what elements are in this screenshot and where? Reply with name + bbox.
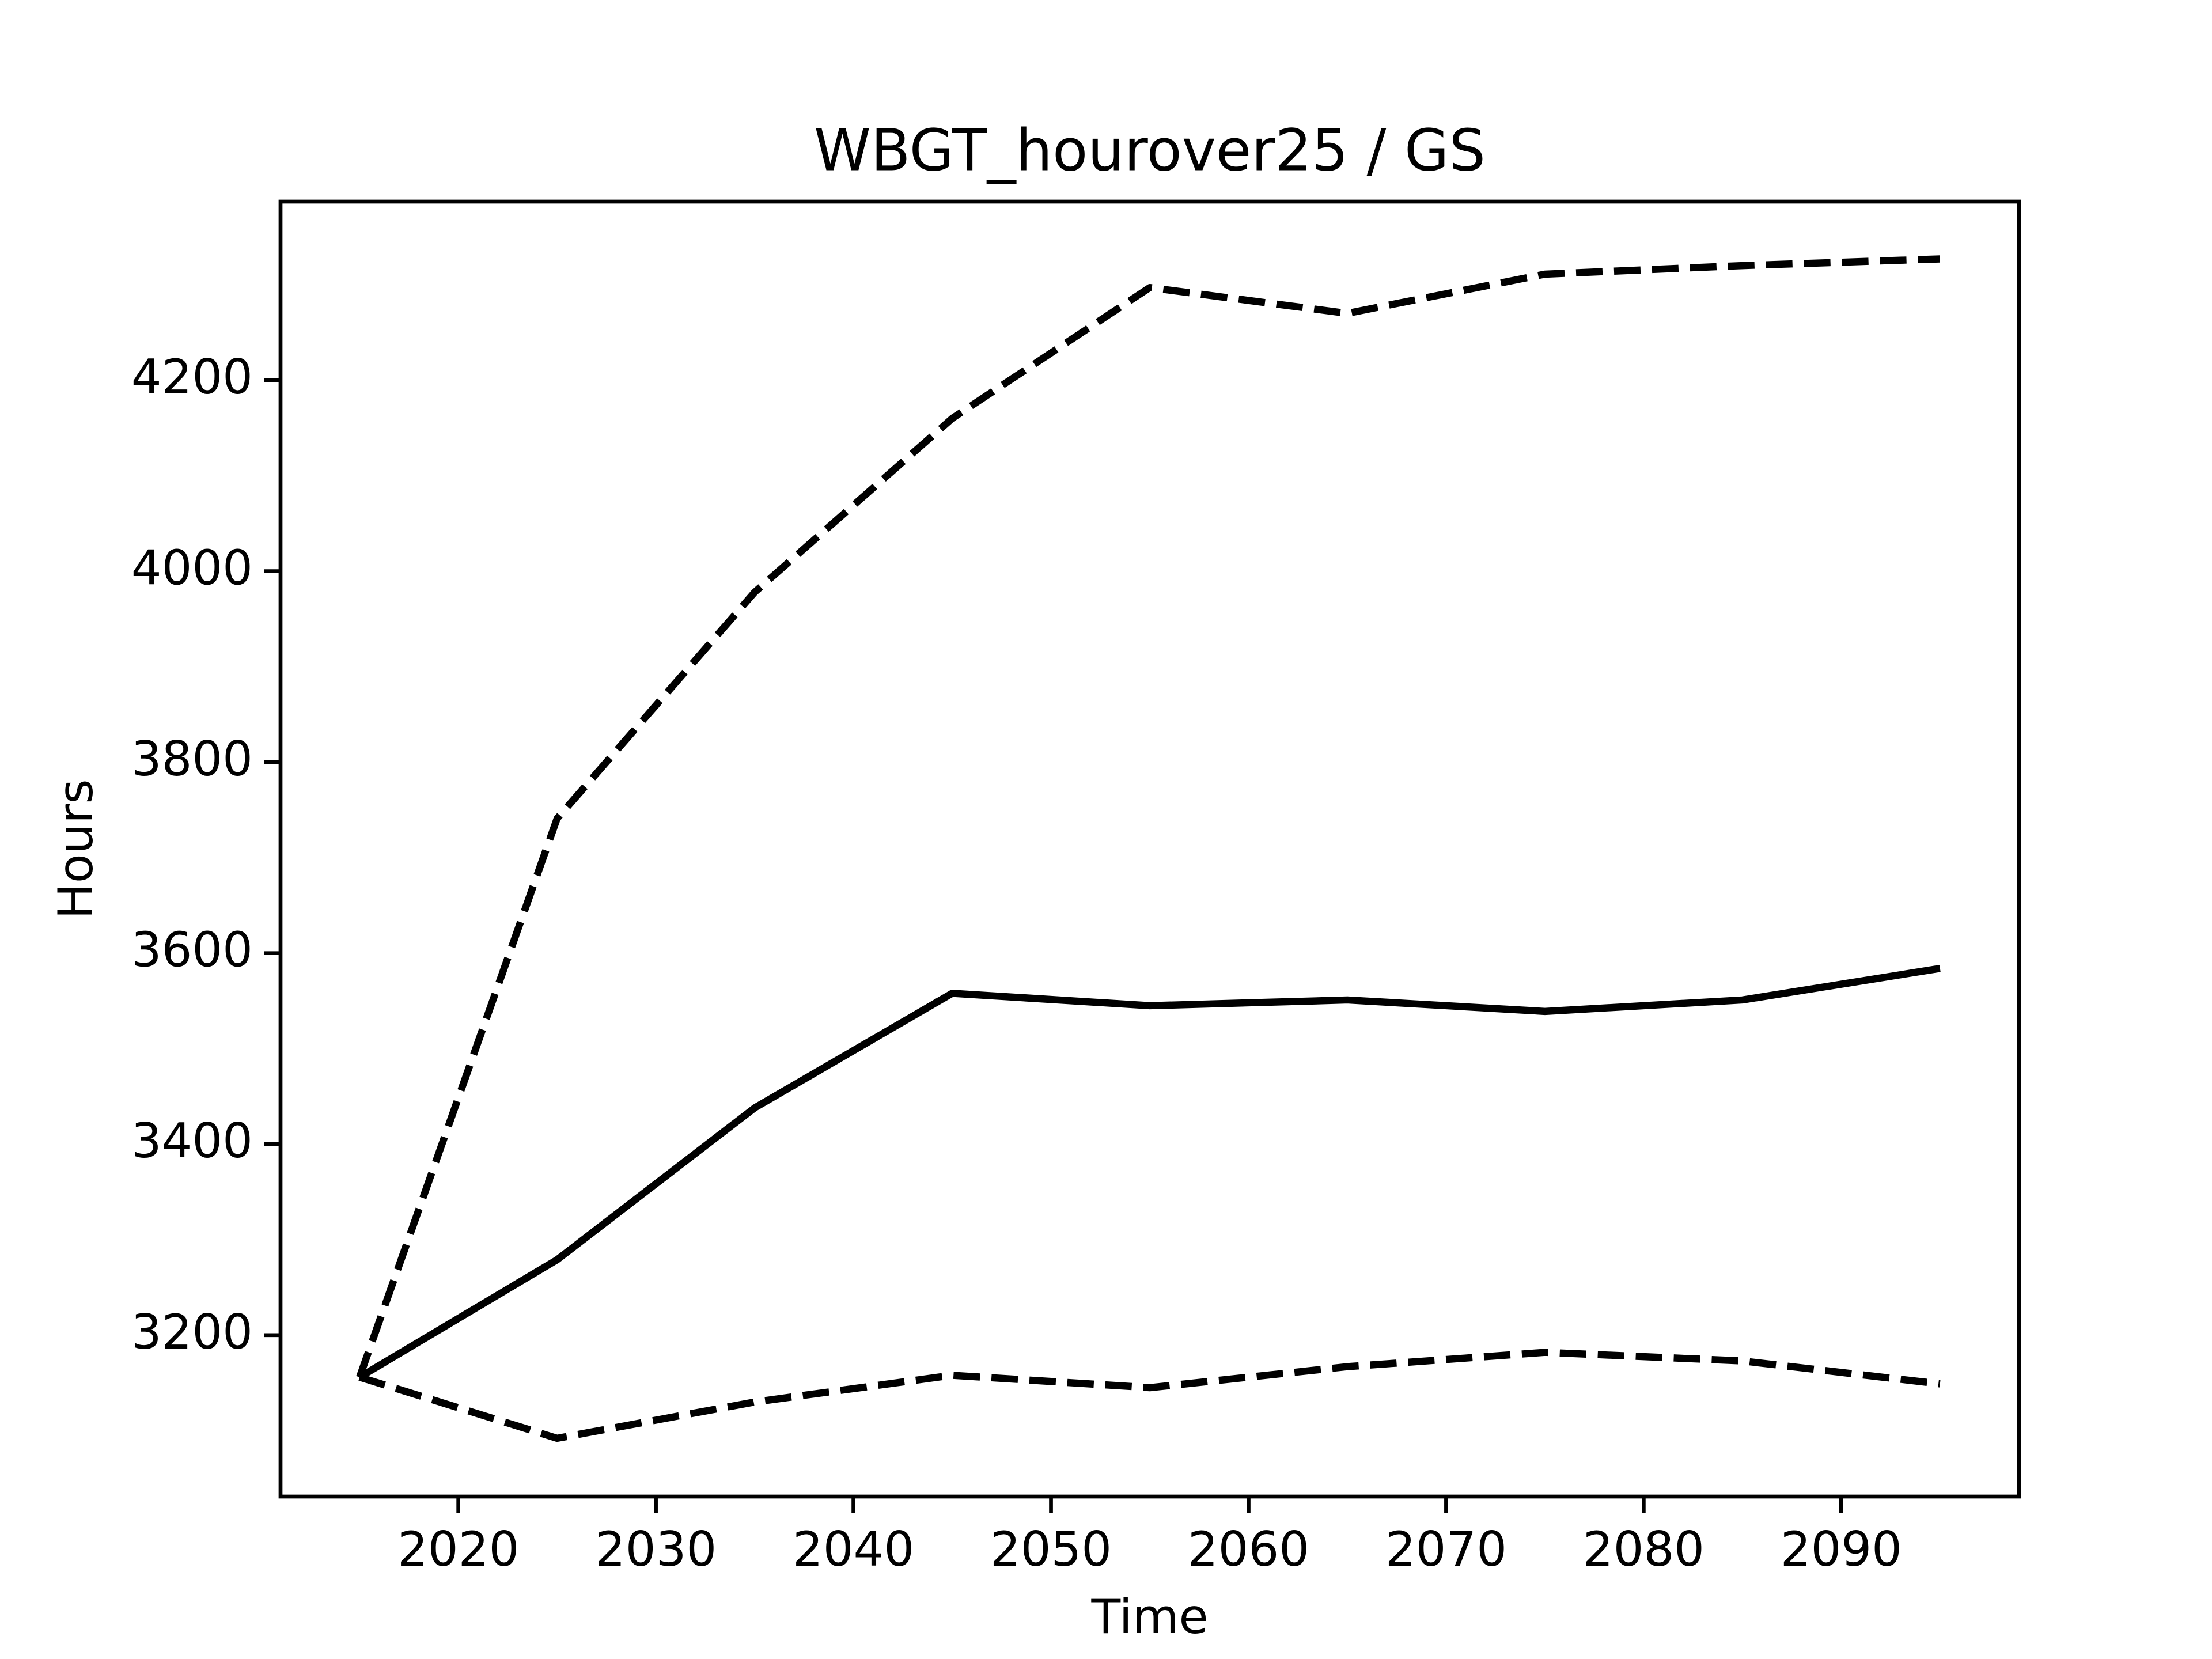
x-tick-label: 2020 — [397, 1521, 519, 1577]
x-axis-label: Time — [1090, 1589, 1208, 1645]
x-tick-label: 2050 — [990, 1521, 1112, 1577]
y-tick-label: 3400 — [131, 1113, 253, 1169]
y-tick-label: 3600 — [131, 922, 253, 978]
x-tick-label: 2060 — [1188, 1521, 1309, 1577]
x-tick-label: 2040 — [793, 1521, 914, 1577]
series-line — [356, 255, 1941, 1378]
y-tick-label: 3200 — [131, 1304, 253, 1360]
y-tick-label: 4000 — [131, 540, 253, 596]
y-tick-label: 4200 — [131, 349, 253, 405]
series-line — [357, 965, 1941, 1381]
y-axis-label: Hours — [48, 779, 104, 919]
x-tick-label: 2070 — [1385, 1521, 1507, 1577]
x-tick-label: 2080 — [1583, 1521, 1705, 1577]
x-tick-label: 2090 — [1781, 1521, 1902, 1577]
plot-frame — [278, 199, 2021, 1499]
x-tick-label: 2030 — [595, 1521, 717, 1577]
y-tick-label: 3800 — [131, 731, 253, 787]
series-line — [358, 1349, 1941, 1442]
chart-title: WBGT_hourover25 / GS — [814, 116, 1486, 184]
